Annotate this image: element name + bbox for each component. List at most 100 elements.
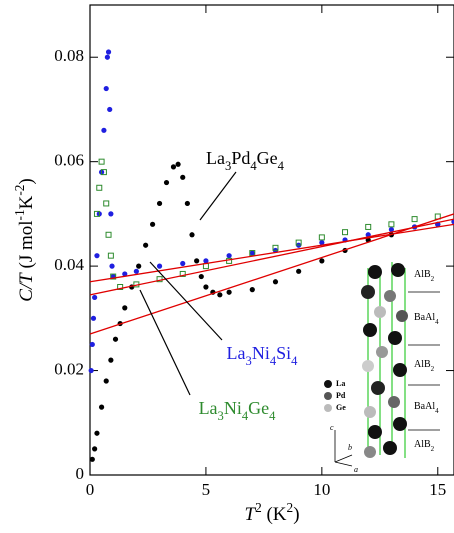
data-point [199,274,204,279]
y-axis-label-part: -2 [12,185,27,196]
annotation-leader [200,172,236,220]
annotation-part: La [206,148,225,168]
data-point [94,431,99,436]
inset-layer-label: BaAl4 [414,312,439,325]
data-point [108,253,113,258]
data-point [227,253,232,258]
annotation-part: La [199,398,218,418]
data-point [104,378,109,383]
x-tick-label: 15 [429,480,446,499]
inset-layer-label-part: 4 [435,318,439,326]
y-axis-label: C/T (J mol-1K-2) [12,178,38,302]
y-tick-label: 0.04 [54,255,84,274]
data-point [227,290,232,295]
data-point [157,201,162,206]
data-point [189,232,194,237]
annotation-leader [140,290,190,395]
data-point [176,162,181,167]
y-axis-label-part: (J mol [16,220,37,273]
annotation-part: 4 [278,159,285,173]
data-point [122,305,127,310]
x-axis-label-part: (K [262,504,287,525]
inset-layer-label-part: AlB [414,269,431,280]
data-point [366,224,371,229]
data-point [134,269,139,274]
data-point [185,201,190,206]
data-point [157,264,162,269]
inset-layer-label-part: AlB [414,359,431,370]
x-axis-label-part: 2 [287,500,294,515]
data-point [91,316,96,321]
fit-line [90,219,454,295]
annotation-part: 4 [269,409,276,423]
data-point [136,264,141,269]
annotation: La3Ni4Ge4 [199,398,277,423]
inset-legend-swatch [324,392,332,400]
data-point [107,107,112,112]
data-point [92,446,97,451]
data-point [104,201,109,206]
data-point [171,164,176,169]
annotation-part: Ge [248,398,269,418]
annotation-part: La [227,343,246,363]
data-point [319,235,324,240]
data-point [164,180,169,185]
inset-layer-label-part: AlB [414,439,431,450]
data-point [296,269,301,274]
annotation-leader [150,262,222,340]
data-point [89,368,94,373]
x-tick-label: 5 [202,480,211,499]
annotation-part: Si [276,343,291,363]
data-point [105,55,110,60]
data-point [194,258,199,263]
data-point [343,230,348,235]
inset-legend-swatch [324,404,332,412]
annotation-part: 4 [291,354,298,368]
inset-legend-label: Pd [336,391,346,400]
inset-layer-label: BaAl4 [414,401,439,414]
x-axis-label-part: 2 [255,500,262,515]
annotation-part: Ni [224,398,242,418]
inset-layer-label: AlB2 [414,359,435,372]
data-point [104,86,109,91]
x-tick-label: 10 [313,480,330,499]
inset-layer-label-part: 2 [431,445,435,453]
data-point [143,243,148,248]
y-axis-label-part: K [16,195,37,209]
data-point [108,211,113,216]
annotation: La3Ni4Si4 [227,343,299,368]
y-axis-label-part: C/T [16,272,37,302]
data-point [99,159,104,164]
data-point [217,292,222,297]
inset-layer-label-part: BaAl [414,312,435,323]
inset-axis-label: c [330,423,334,432]
data-point [106,232,111,237]
inset-legend-label: La [336,379,345,388]
data-point [389,222,394,227]
x-axis-label-part: ) [293,504,299,525]
data-point [180,261,185,266]
data-point [113,337,118,342]
inset-layer-label-part: BaAl [414,401,435,412]
data-point [180,175,185,180]
inset-legend-label: Ge [336,403,346,412]
y-axis-label-part: ) [16,178,37,184]
data-point [250,250,255,255]
annotation-part: Ni [252,343,270,363]
inset-axis-label: a [354,465,358,474]
x-tick-label: 0 [86,480,95,499]
annotation-part: Pd [231,148,250,168]
y-tick-label: 0.06 [54,151,84,170]
data-point [92,295,97,300]
data-point [94,253,99,258]
data-point [319,258,324,263]
inset-axis-label: b [348,443,352,452]
data-point [99,405,104,410]
data-point [106,49,111,54]
x-axis-label: T2 (K2) [244,500,299,526]
data-point [150,222,155,227]
inset-legend-swatch [324,380,332,388]
y-tick-label: 0 [76,464,85,483]
y-axis-label-part: -1 [12,209,27,220]
